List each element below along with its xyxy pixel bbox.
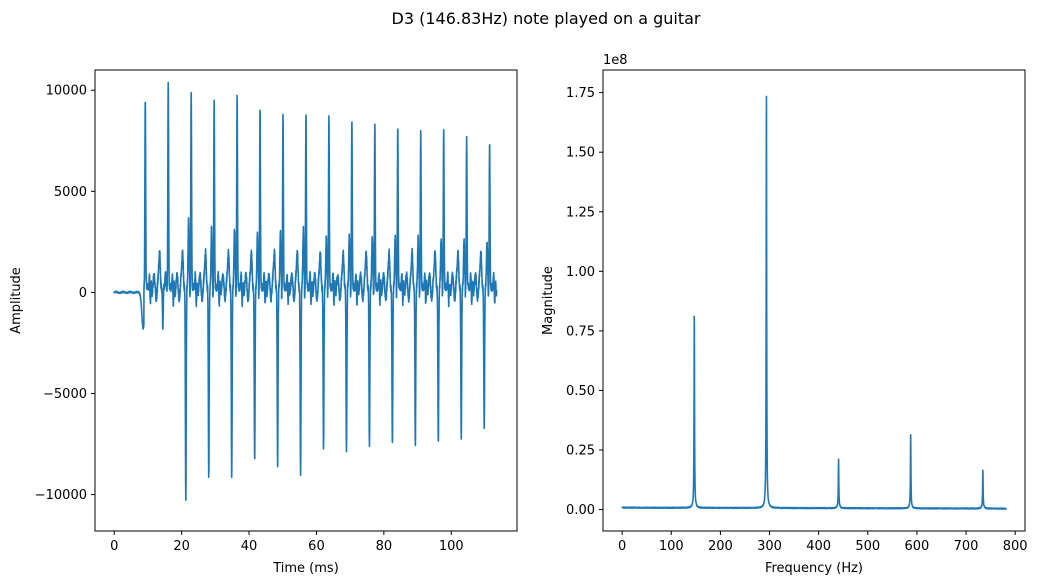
y-tick-label: 10000 <box>46 84 87 99</box>
y-tick-label: −5000 <box>43 387 87 402</box>
frequency-y-ticks: 0.00 0.25 0.50 0.75 1.00 1.25 1.50 1.75 <box>566 86 603 518</box>
time-series-line <box>113 81 498 502</box>
time-domain-plot: 0 20 40 60 80 100 −10000 −5000 0 5000 10000 Time … <box>9 69 518 576</box>
y-tick-label: 1.50 <box>566 146 595 161</box>
y-tick-label: 0.00 <box>566 503 595 518</box>
x-tick-label: 700 <box>954 539 979 554</box>
x-tick-label: 20 <box>173 539 190 554</box>
time-x-ticks: 0 20 40 60 80 100 <box>110 531 464 554</box>
time-y-axis-label: Amplitude <box>9 267 24 334</box>
y-tick-label: 0.75 <box>566 324 595 339</box>
x-tick-label: 0 <box>618 539 626 554</box>
time-y-ticks: −10000 −5000 0 5000 10000 <box>35 84 95 503</box>
frequency-x-axis-label: Frequency (Hz) <box>765 561 863 576</box>
y-tick-label: 1.75 <box>566 86 595 101</box>
frequency-plot-frame <box>602 69 1026 532</box>
x-tick-label: 60 <box>308 539 325 554</box>
y-tick-label: 5000 <box>54 185 87 200</box>
y-tick-label: 0.50 <box>566 384 595 399</box>
figure-title: D3 (146.83Hz) note played on a guitar <box>392 9 701 28</box>
x-tick-label: 100 <box>439 539 464 554</box>
y-tick-label: −10000 <box>35 488 87 503</box>
frequency-y-axis-label: Magnitude <box>541 266 556 335</box>
frequency-y-scale-offset: 1e8 <box>603 53 628 68</box>
frequency-domain-plot: 0 100 200 300 400 500 600 700 800 0.000.250.500.… <box>541 53 1028 576</box>
x-tick-label: 500 <box>855 539 880 554</box>
x-tick-label: 40 <box>241 539 258 554</box>
x-tick-label: 80 <box>376 539 393 554</box>
x-tick-label: 100 <box>659 539 684 554</box>
x-tick-label: 600 <box>905 539 930 554</box>
y-tick-label: 1.00 <box>566 265 595 280</box>
frequency-x-ticks: 0 100 200 300 400 500 600 700 800 <box>618 531 1028 554</box>
x-tick-label: 800 <box>1003 539 1028 554</box>
x-tick-label: 300 <box>757 539 782 554</box>
x-tick-label: 0 <box>110 539 118 554</box>
time-x-axis-label: Time (ms) <box>272 561 339 576</box>
x-tick-label: 400 <box>806 539 831 554</box>
time-plot-frame <box>94 69 518 532</box>
y-tick-label: 0.25 <box>566 443 595 458</box>
spectrum-line <box>621 95 1008 510</box>
y-tick-label: 1.25 <box>566 205 595 220</box>
y-tick-label: 0 <box>79 286 87 301</box>
x-tick-label: 200 <box>708 539 733 554</box>
